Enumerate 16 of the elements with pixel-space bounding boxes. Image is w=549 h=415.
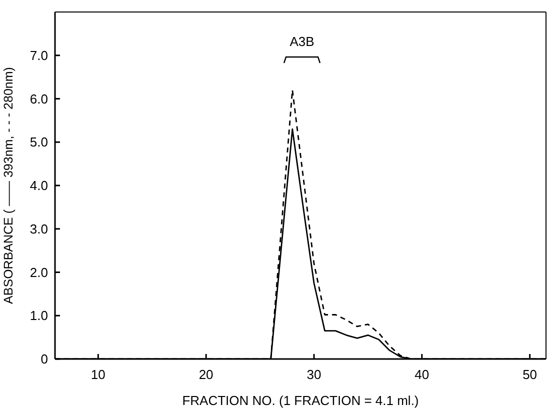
x-tick-label: 30: [306, 367, 322, 382]
y-axis-title: ABSORBANCE ( —— 393nm, - - - 280nm): [1, 67, 16, 304]
x-tick-label: 50: [522, 367, 538, 382]
y-tick-label: 4.0: [30, 178, 48, 194]
y-tick-label: 5.0: [30, 134, 48, 150]
y-tick-label: 6.0: [30, 91, 48, 106]
y-tick-label: 0: [40, 352, 48, 367]
x-axis-title: FRACTION NO. (1 FRACTION = 4.1 ml.): [182, 393, 419, 408]
x-tick-label: 20: [198, 367, 214, 382]
y-tick-label: 1.0: [30, 308, 48, 324]
y-tick-label: 3.0: [30, 221, 48, 236]
x-tick-label: 40: [414, 367, 430, 382]
annotation: A3B: [290, 34, 314, 49]
y-tick-label: 7.0: [30, 48, 48, 63]
x-tick-label: 10: [90, 367, 106, 382]
y-tick-label: 2.0: [30, 264, 48, 280]
